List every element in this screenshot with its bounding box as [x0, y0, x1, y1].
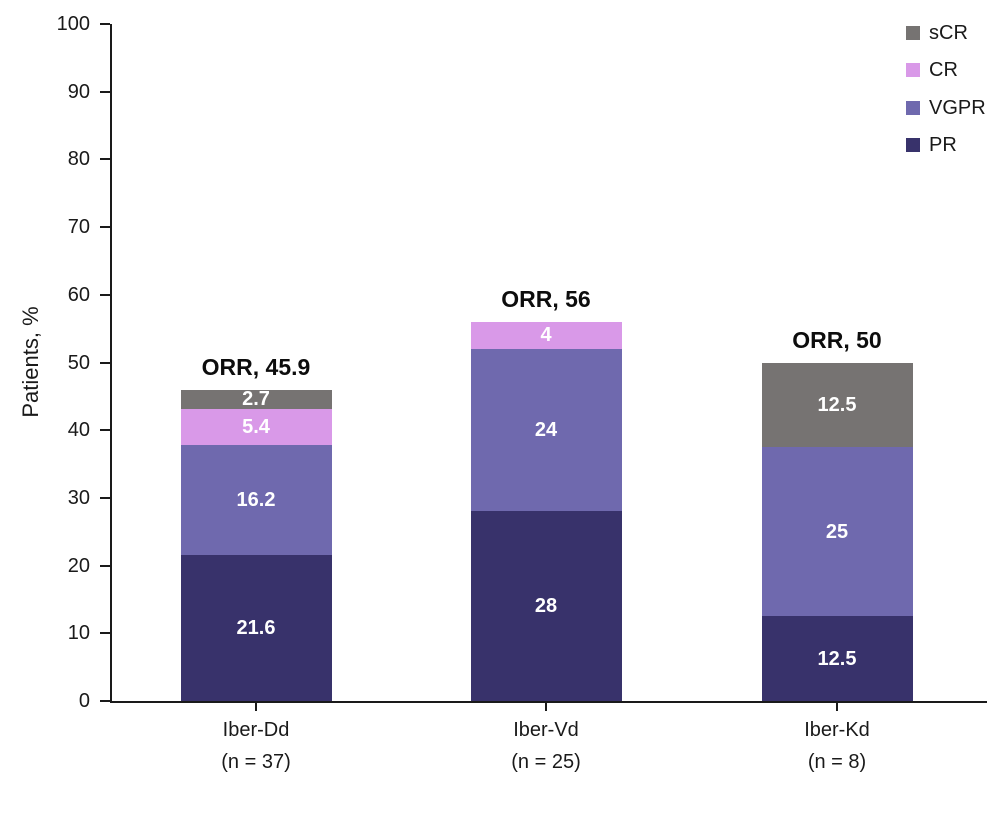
y-tick-label: 0 — [78, 690, 90, 712]
legend-swatch-PR — [906, 137, 920, 152]
segment-value-label: 21.6 — [236, 616, 276, 639]
y-tick-label: 80 — [67, 148, 90, 171]
bar-segment-PR: 12.5 — [761, 616, 913, 701]
y-tick-label: 30 — [67, 486, 90, 509]
legend-label: CR — [929, 59, 958, 82]
bar-segment-PR: 21.6 — [180, 554, 332, 701]
y-tick-label: 100 — [56, 13, 90, 35]
bar-segment-VGPR: 25 — [761, 447, 913, 617]
y-tick-label: 70 — [67, 216, 90, 239]
bar-segment-CR: 5.4 — [180, 408, 332, 446]
segment-value-label: 24 — [534, 419, 558, 442]
category-label: Iber-Dd (n = 37) — [146, 714, 366, 778]
segment-value-label: 5.4 — [242, 415, 270, 438]
category-label: Iber-Kd (n = 8) — [727, 714, 947, 778]
y-tick-mark — [100, 429, 110, 432]
y-tick-label: 50 — [67, 351, 90, 374]
orr-total-label: ORR, 56 — [501, 285, 591, 312]
segment-value-label: 2.7 — [242, 388, 270, 411]
orr-total-label: ORR, 50 — [792, 326, 882, 353]
legend-label: VGPR — [929, 96, 986, 119]
category-n: (n = 37) — [221, 751, 291, 773]
legend-item-sCR: sCR — [906, 23, 968, 43]
x-tick-mark — [255, 703, 257, 711]
y-tick-mark — [100, 90, 110, 93]
orr-total-label: ORR, 45.9 — [201, 354, 311, 381]
bar-segment-CR: 4 — [470, 321, 622, 349]
bar-segment-VGPR: 16.2 — [180, 445, 332, 555]
category-name: Iber-Vd — [513, 719, 579, 741]
y-tick-label: 90 — [67, 80, 90, 103]
x-tick-mark — [836, 703, 838, 711]
category-n: (n = 8) — [807, 751, 867, 773]
plot-area — [110, 24, 987, 703]
segment-value-label: 25 — [825, 520, 849, 543]
y-tick-mark — [100, 293, 110, 296]
category-name: Iber-Kd — [804, 719, 870, 741]
bar-segment-sCR: 12.5 — [761, 362, 913, 448]
legend-swatch-sCR — [906, 26, 920, 40]
y-tick-label: 60 — [67, 283, 90, 306]
y-tick-label: 10 — [67, 622, 90, 645]
segment-value-label: 28 — [534, 595, 558, 618]
y-tick-mark — [100, 564, 110, 567]
x-tick-mark — [545, 703, 547, 711]
category-label: Iber-Vd (n = 25) — [436, 714, 656, 778]
legend-label: PR — [929, 133, 957, 156]
y-tick-label: 40 — [67, 419, 90, 442]
segment-value-label: 4 — [540, 324, 552, 347]
bar-segment-PR: 28 — [470, 511, 622, 701]
legend-swatch-VGPR — [906, 100, 920, 115]
category-n: (n = 25) — [511, 751, 581, 773]
bar-segment-sCR: 2.7 — [180, 388, 332, 411]
y-tick-mark — [100, 361, 110, 364]
legend-swatch-CR — [906, 63, 920, 78]
bar-segment-VGPR: 24 — [470, 348, 622, 512]
y-tick-mark — [100, 23, 110, 25]
segment-value-label: 16.2 — [236, 488, 276, 511]
segment-value-label: 12.5 — [817, 647, 857, 670]
y-tick-mark — [100, 226, 110, 229]
y-tick-label: 20 — [67, 554, 90, 577]
legend-item-CR: CR — [906, 60, 958, 80]
y-tick-mark — [100, 496, 110, 499]
category-name: Iber-Dd — [222, 719, 290, 741]
legend-label: sCR — [929, 22, 968, 44]
y-tick-mark — [100, 632, 110, 635]
y-tick-mark — [100, 700, 110, 702]
y-tick-mark — [100, 158, 110, 161]
legend-item-PR: PR — [906, 135, 957, 155]
legend-item-VGPR: VGPR — [906, 98, 986, 118]
segment-value-label: 12.5 — [817, 393, 857, 416]
